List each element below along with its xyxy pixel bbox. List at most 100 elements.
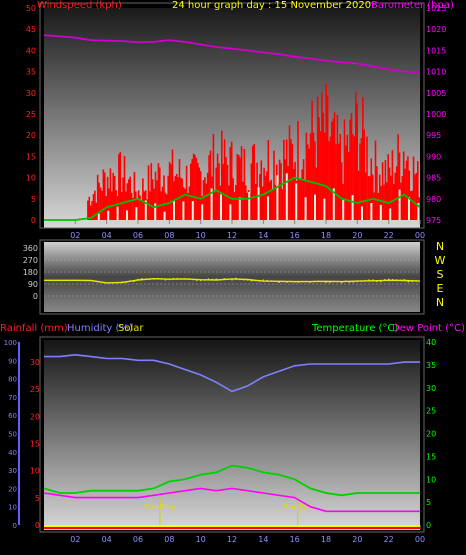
temperature-tick-label: 40 — [426, 338, 436, 347]
wind-direction-point — [403, 279, 406, 281]
wind-direction-point — [407, 280, 410, 283]
wind-direction-point — [380, 280, 382, 283]
wind-direction-point — [325, 281, 327, 283]
wind-direction-point — [235, 277, 237, 280]
compass-label: N — [436, 240, 444, 253]
humidity-tick-label: 20 — [8, 485, 17, 493]
wind-direction-point — [160, 278, 163, 280]
x-tick-label: 22 — [384, 231, 394, 240]
wind-direction-point — [297, 281, 300, 283]
barometer-tick-label: 995 — [426, 131, 441, 140]
wind-direction-point — [391, 278, 394, 281]
humidity-tick-label: 80 — [8, 376, 17, 384]
barometer-tick-label: 985 — [426, 174, 441, 183]
direction-plot-frame — [39, 239, 425, 315]
x-tick-label: 18 — [321, 231, 331, 240]
wind-direction-point — [254, 279, 257, 282]
direction-tick-label: 360 — [23, 244, 38, 253]
humidity-tick-label: 70 — [8, 394, 17, 402]
wind-direction-point — [333, 280, 335, 283]
wind-direction-point — [337, 280, 339, 283]
temperature-plot-frame — [39, 336, 425, 533]
wind-direction-point — [313, 280, 316, 283]
sunrise-label: SunRise — [144, 503, 176, 512]
barometer-axis-title: Barometer (hpa) — [371, 0, 454, 11]
wind-direction-point — [239, 278, 241, 281]
wind-direction-point — [176, 277, 178, 280]
barometer-tick-label: 990 — [426, 152, 441, 161]
wind-direction-point — [344, 280, 347, 283]
direction-tick-label: 90 — [28, 280, 38, 289]
humidity-tick-label: 10 — [8, 504, 17, 512]
wind-direction-point — [184, 278, 186, 280]
barometer-tick-label: 1015 — [426, 46, 446, 55]
wind-pressure-chart: 0510152025303540455097598098599099510001… — [26, 4, 447, 240]
x-tick-label: 02 — [70, 231, 80, 240]
rainfall-tick-label: 25 — [30, 385, 40, 394]
dewpoint-line — [43, 487, 420, 513]
wind-direction-point — [266, 279, 269, 282]
humidity-tick-label: 0 — [13, 522, 17, 530]
humidity-tick-label: 90 — [8, 357, 17, 365]
temperature-tick-label: 20 — [426, 430, 436, 439]
humidity-tick-label: 30 — [8, 467, 17, 475]
x-tick-label: 12 — [227, 535, 237, 544]
humidity-axis-title: Humidity (%) — [67, 323, 133, 334]
wind-direction-point — [199, 279, 202, 282]
temperature-humidity-chart: 0510152025303540010203040506070809010005… — [4, 338, 437, 544]
x-tick-label: 06 — [133, 535, 143, 544]
x-tick-label: 14 — [258, 535, 268, 544]
windspeed-tick-label: 5 — [31, 195, 36, 204]
wind-direction-point — [293, 281, 296, 283]
direction-tick-label: 270 — [23, 256, 38, 265]
wind-direction-point — [172, 277, 175, 280]
wind-direction-point — [121, 281, 124, 283]
wind-direction-point — [376, 280, 378, 283]
wind-direction-point — [309, 281, 312, 283]
wind-direction-point — [384, 279, 386, 281]
wind-direction-point — [348, 281, 351, 283]
x-tick-label: 22 — [384, 535, 394, 544]
barometer-tick-label: 1025 — [426, 4, 446, 13]
x-tick-label: 18 — [321, 535, 331, 544]
humidity-tick-label: 50 — [8, 431, 17, 439]
temperature-tick-label: 10 — [426, 475, 436, 484]
wind-direction-point — [372, 279, 374, 281]
windspeed-tick-label: 30 — [26, 89, 36, 98]
wind-direction-point — [250, 279, 253, 282]
wind-direction-point — [286, 281, 288, 283]
wind-direction-point — [246, 279, 249, 281]
x-tick-label: 16 — [290, 231, 300, 240]
wind-direction-point — [243, 279, 245, 281]
wind-direction-point — [258, 280, 261, 282]
windspeed-tick-label: 25 — [26, 110, 36, 119]
rainfall-tick-label: 5 — [35, 494, 40, 503]
wind-direction-point — [203, 279, 206, 281]
x-tick-label: 04 — [102, 535, 112, 544]
x-tick-label: 06 — [133, 231, 143, 240]
rainfall-axis-title: Rainfall (mm) — [0, 323, 68, 334]
direction-plot-area — [44, 242, 420, 312]
humidity-tick-label: 60 — [8, 412, 17, 420]
wind-direction-point — [129, 280, 131, 282]
temperature-line — [43, 464, 420, 497]
barometer-tick-label: 1020 — [426, 25, 446, 34]
compass-label: E — [437, 282, 444, 295]
temperature-axis-title: Temperature (°C) — [311, 323, 398, 334]
wind-direction-point — [141, 278, 143, 280]
wind-direction-point — [387, 278, 390, 281]
dewpoint-axis-title: Dew Point (°C) — [392, 323, 465, 334]
wind-direction-point — [278, 281, 280, 284]
wind-direction-point — [301, 280, 304, 283]
temperature-tick-label: 35 — [426, 361, 436, 370]
wind-direction-point — [152, 278, 155, 280]
wind-direction-point — [168, 278, 171, 281]
compass-label: W — [435, 254, 446, 267]
wind-direction-point — [305, 280, 308, 283]
wind-direction-point — [125, 281, 128, 284]
compass-label: N — [436, 296, 444, 309]
wind-direction-point — [356, 280, 359, 283]
